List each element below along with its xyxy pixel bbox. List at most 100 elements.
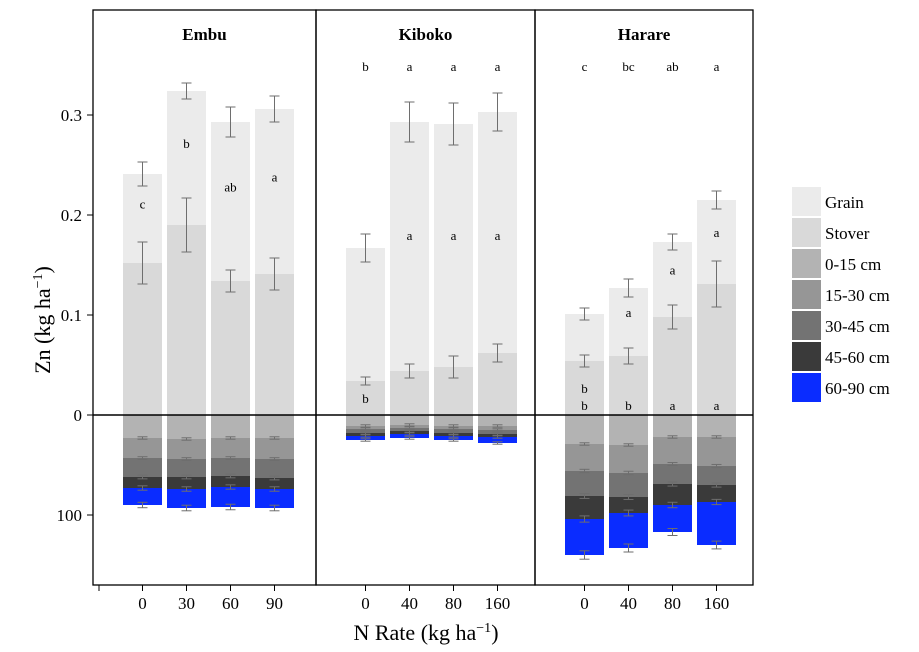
bar-30-45 — [697, 466, 736, 485]
bar-15-30 — [167, 439, 206, 459]
x-axis-title: N Rate (kg ha−1) — [353, 620, 498, 645]
bar-grain — [211, 122, 250, 281]
bar-0-15 — [346, 415, 385, 426]
bar-stover — [167, 225, 206, 415]
bar-grain — [434, 124, 473, 367]
bar-30-45 — [434, 429, 473, 433]
bar-0-15 — [478, 415, 517, 426]
bar-grain — [255, 109, 294, 274]
bar-15-30 — [565, 444, 604, 471]
bar-30-45 — [211, 458, 250, 476]
x-tick-label: 80 — [445, 594, 462, 613]
significance-letter-grain: a — [626, 305, 632, 320]
legend-label: 15-30 cm — [825, 286, 890, 305]
bar-60-90 — [211, 487, 250, 507]
bar-45-60 — [653, 484, 692, 505]
legend: Grain Stover 0-15 cm 15-30 cm 30-45 cm 45-60 … — [792, 187, 890, 402]
bar-45-60 — [697, 485, 736, 502]
bar-grain — [390, 122, 429, 371]
x-tick-label: 0 — [361, 594, 370, 613]
significance-letter-top: a — [451, 59, 457, 74]
legend-item: 45-60 cm — [792, 342, 890, 371]
bar-15-30 — [478, 426, 517, 430]
bar-stover — [478, 353, 517, 415]
y-tick-label: 0.2 — [61, 206, 82, 225]
bar-45-60 — [123, 477, 162, 488]
bar-30-45 — [609, 473, 648, 497]
bar-60-90 — [346, 436, 385, 440]
legend-item: 15-30 cm — [792, 280, 890, 309]
legend-swatch — [792, 218, 821, 247]
significance-letter-grain: a — [714, 225, 720, 240]
significance-letter-top: c — [582, 59, 588, 74]
x-tick-label: 90 — [266, 594, 283, 613]
bar-15-30 — [255, 438, 294, 459]
bar-group: aa — [478, 59, 517, 445]
legend-swatch — [792, 187, 821, 216]
y-tick-label: 0.1 — [61, 306, 82, 325]
significance-letter-top: a — [495, 59, 501, 74]
significance-letter-grain: ab — [224, 180, 236, 195]
x-tick-label: 30 — [178, 594, 195, 613]
bar-45-60 — [211, 476, 250, 487]
bar-stover — [609, 356, 648, 415]
bar-30-45 — [565, 471, 604, 496]
bar-60-90 — [434, 436, 473, 440]
bar-stover — [565, 361, 604, 415]
significance-letter-top: bc — [622, 59, 635, 74]
bar-60-90 — [609, 513, 648, 548]
bar-0-15 — [609, 415, 648, 445]
bar-60-90 — [255, 489, 294, 508]
significance-letter-grain: a — [451, 228, 457, 243]
bar-group: ab a a — [653, 59, 692, 537]
y-tick-label: 100 — [57, 506, 83, 525]
bar-group: b — [167, 82, 206, 512]
x-axis-title-exp: −1 — [476, 621, 491, 636]
x-tick-label: 40 — [620, 594, 637, 613]
legend-label: 45-60 cm — [825, 348, 890, 367]
panel-title: Harare — [618, 25, 671, 44]
legend-item: Grain — [792, 187, 864, 216]
y-axis-title: Zn (kg ha−1) — [30, 266, 55, 374]
bar-30-45 — [123, 458, 162, 477]
bar-grain — [609, 288, 648, 356]
significance-letter-grain: b — [183, 136, 190, 151]
bar-60-90 — [478, 437, 517, 443]
y-axis-title-main: Zn — [30, 349, 55, 373]
bar-group: bb — [346, 59, 385, 442]
x-tick-label: 0 — [580, 594, 589, 613]
bar-group: aa — [390, 59, 429, 440]
x-tick-label: 80 — [664, 594, 681, 613]
bar-30-45 — [346, 429, 385, 433]
bar-stover — [255, 274, 294, 415]
x-tick-label: 0 — [138, 594, 147, 613]
bar-45-60 — [255, 478, 294, 489]
y-tick-label: 0.3 — [61, 106, 82, 125]
x-tick-label: 60 — [222, 594, 239, 613]
bar-60-90 — [697, 502, 736, 545]
bar-30-45 — [167, 459, 206, 477]
legend-label: 60-90 cm — [825, 379, 890, 398]
x-axis-title-main: N Rate — [353, 620, 415, 645]
bar-45-60 — [609, 497, 648, 513]
bar-60-90 — [390, 434, 429, 438]
bar-15-30 — [211, 438, 250, 458]
x-tick-label: 160 — [485, 594, 511, 613]
significance-letter-grain: a — [670, 263, 676, 278]
bar-0-15 — [434, 415, 473, 426]
panel-title: Embu — [182, 25, 226, 44]
bar-grain — [478, 112, 517, 353]
legend-label: 30-45 cm — [825, 317, 890, 336]
x-axis-title-units: (kg ha — [421, 620, 477, 645]
panel-border — [534, 9, 754, 586]
bar-60-90 — [167, 489, 206, 508]
bar-30-45 — [653, 464, 692, 484]
bar-stover — [346, 381, 385, 415]
bar-15-30 — [697, 437, 736, 466]
bar-0-15 — [211, 415, 250, 438]
bar-15-30 — [123, 438, 162, 458]
legend-label: 0-15 cm — [825, 255, 881, 274]
x-axis-title-close: ) — [491, 620, 498, 645]
significance-letter-stover: b — [581, 381, 588, 396]
